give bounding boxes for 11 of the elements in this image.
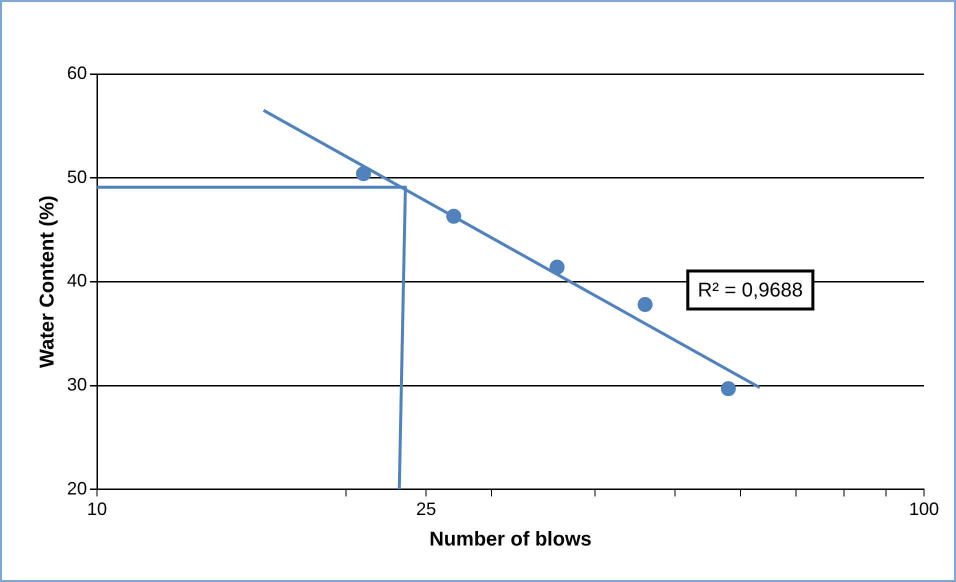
y-tick-label: 20 xyxy=(66,478,88,498)
x-tick-label: 100 xyxy=(908,499,940,520)
x-tick-label: 25 xyxy=(416,499,436,520)
y-tick-label: 60 xyxy=(66,62,88,83)
x-tick-label: 10 xyxy=(87,499,108,520)
y-tick-label: 40 xyxy=(66,270,88,291)
y-tick-label: 30 xyxy=(66,374,88,395)
y-tick-label: 50 xyxy=(66,166,88,187)
annotation: R² = 0,9688 xyxy=(698,280,803,302)
x-axis-title: Number of blows xyxy=(429,528,592,551)
y-axis-title: Water Content (%) xyxy=(36,195,59,368)
